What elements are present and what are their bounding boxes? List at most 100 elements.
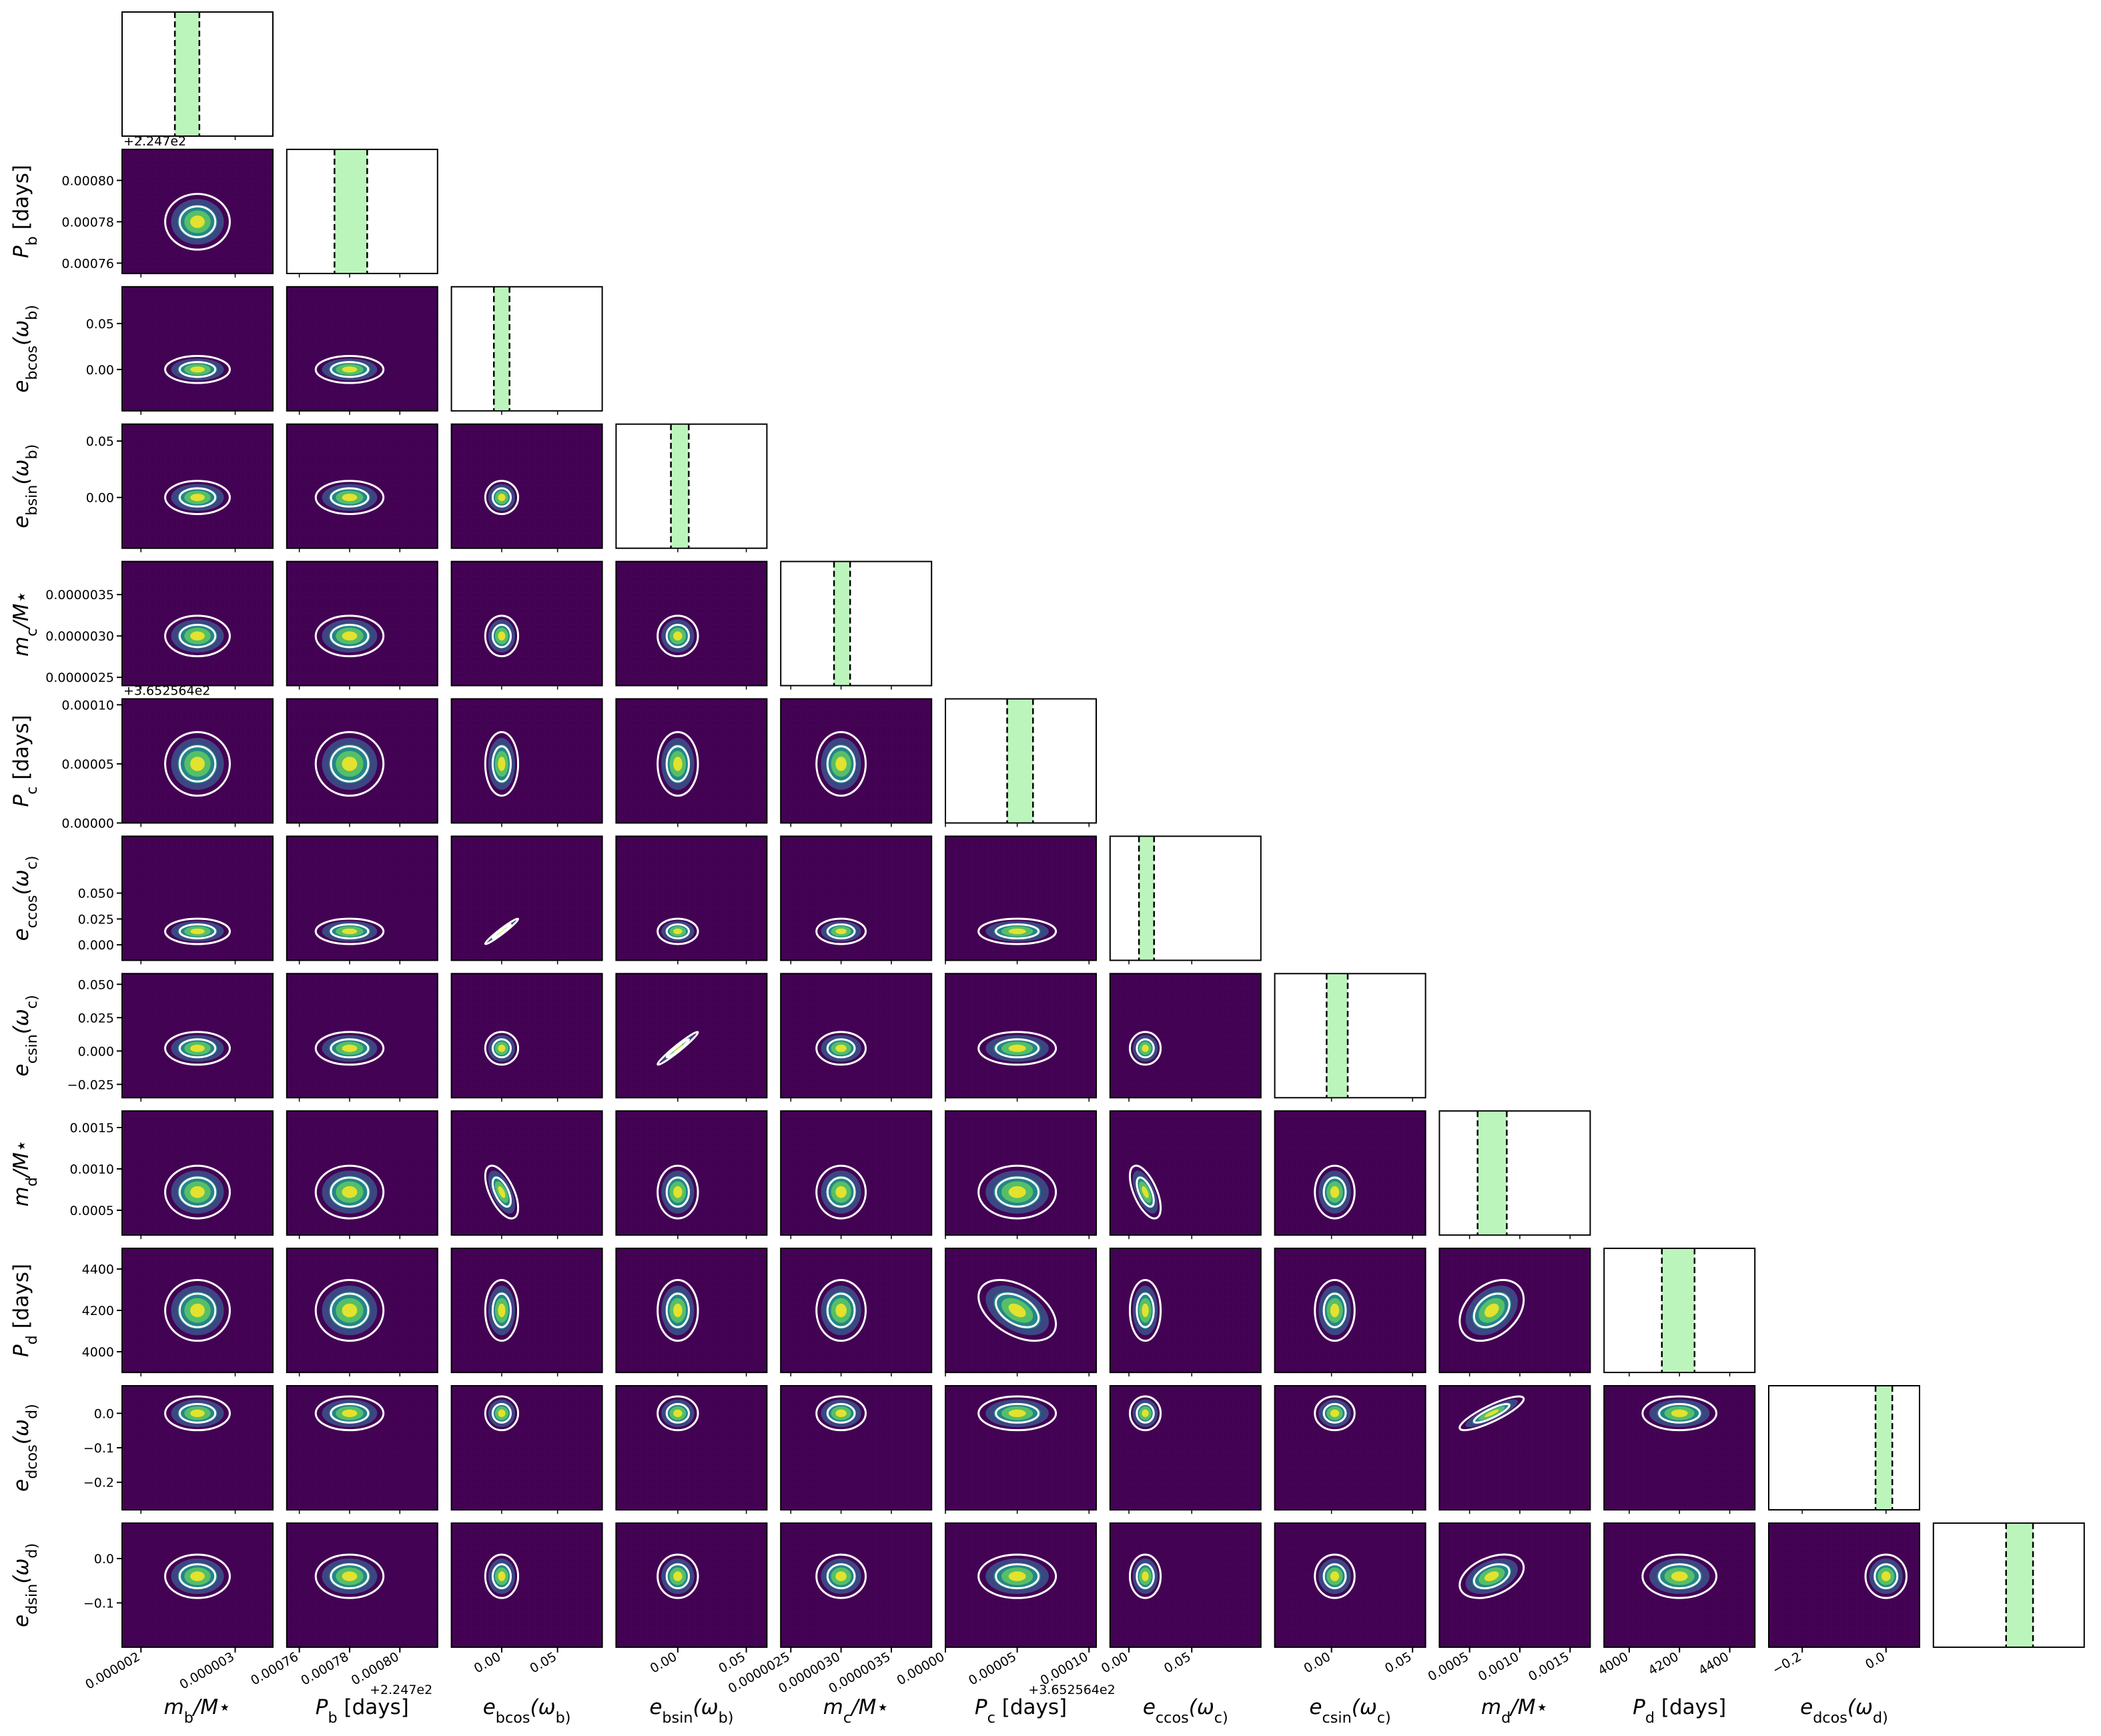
contour-inner (1322, 1292, 1347, 1328)
x-tick-label: 0.0015 (1526, 1649, 1572, 1684)
contour-inner (330, 487, 370, 508)
density-panel-m_c-vs-P_b (286, 560, 438, 690)
y-tick-label: 0.050 (78, 977, 114, 992)
contour-inner (665, 623, 690, 648)
density-panel-P_c-vs-ebcos (450, 698, 603, 827)
density-blob (163, 1553, 232, 1600)
y-tick-label: 0.000 (78, 938, 114, 953)
contour-outer (484, 917, 520, 945)
y-label-m_c: mc​/M⋆ (9, 590, 41, 657)
panel-background (450, 1110, 603, 1236)
density-blob (163, 192, 232, 252)
density-panel-edcos-vs-P_d (1603, 1385, 1756, 1514)
contour-inner (178, 1038, 217, 1059)
hist-panel-eccos (1110, 836, 1262, 965)
contour-outer (657, 1031, 699, 1066)
contour-inner (178, 1563, 217, 1590)
panel-background (450, 1522, 603, 1648)
y-tick-label: 0.00076 (61, 256, 114, 271)
density-panel-m_d-vs-m_c (780, 1110, 933, 1240)
density-blob (314, 355, 386, 384)
hist-panel-P_d (1604, 1248, 1756, 1377)
contour-outer (314, 1031, 385, 1066)
density-blob (163, 355, 232, 384)
x-offset-label-P_c: +3.652564e2 (1028, 1683, 1115, 1697)
density-blob (484, 1553, 520, 1600)
contour-outer (977, 917, 1058, 945)
contour-outer (1314, 1553, 1356, 1599)
contour-outer (164, 1031, 231, 1066)
contour-inner (330, 745, 370, 783)
contour-outer (657, 1164, 699, 1220)
density-blob (656, 917, 699, 945)
contour-outer (164, 1164, 231, 1220)
density-panel-eccos-vs-ebsin (615, 835, 768, 965)
density-blob (976, 1164, 1059, 1220)
density-blob (815, 1395, 867, 1432)
density-blob (484, 730, 520, 798)
hist-panel-ebcos (452, 287, 603, 415)
contour-inner (665, 1292, 690, 1328)
panel-background (286, 698, 438, 824)
density-panel-ebsin-vs-m_b: 0.00 0.05 (86, 423, 274, 552)
density-panel-P_d-vs-ebsin (615, 1248, 768, 1377)
contour-outer (815, 1279, 867, 1342)
density-panel-m_d-vs-P_c (945, 1110, 1097, 1240)
y-tick-label: 0.05 (86, 434, 114, 449)
panel-frame (1274, 973, 1426, 1099)
density-panel-ecsin-vs-m_b: −0.025 0.000 0.025 0.050 (67, 973, 274, 1102)
contour-outer (484, 480, 520, 515)
credible-interval (2006, 1523, 2034, 1647)
x-tick-label: 4400 (1696, 1649, 1731, 1678)
contour-inner (1473, 1402, 1511, 1424)
panel-background (121, 973, 274, 1099)
density-blob (1313, 1553, 1356, 1600)
x-tick-label: 0.00076 (248, 1649, 301, 1688)
contour-inner (995, 1402, 1040, 1424)
contour-outer (657, 1279, 699, 1342)
x-label-eccos: eccos​(ωc)​ (1143, 1695, 1228, 1727)
contour-inner (491, 1176, 512, 1208)
contour-outer (164, 1395, 231, 1432)
y-tick-label: 0.05 (86, 317, 114, 332)
contour-inner (826, 1563, 856, 1590)
y-offset-label-P_c: +3.652564e2 (123, 684, 210, 699)
contour-outer (314, 355, 385, 384)
credible-interval (175, 13, 199, 135)
density-panel-ebsin-vs-ebcos (450, 423, 603, 552)
density-blob (656, 1278, 699, 1343)
contour-inner (491, 1292, 512, 1328)
contour-inner (1322, 1176, 1347, 1208)
x-label-ecsin: ecsin​(ωc)​ (1309, 1695, 1390, 1727)
contour-inner (491, 1402, 512, 1424)
density-blob (656, 614, 699, 658)
density-panel-m_d-vs-P_b (286, 1110, 438, 1240)
contour-outer (1458, 1395, 1525, 1432)
density-blob (484, 917, 520, 945)
density-blob (656, 1031, 699, 1066)
y-tick-label: 0.0 (94, 1552, 114, 1567)
contour-outer (657, 731, 699, 797)
credible-interval (1139, 837, 1154, 960)
density-panel-edcos-vs-m_c (780, 1385, 933, 1514)
x-tick-label: 0.00 (648, 1649, 680, 1676)
contour-outer (314, 614, 385, 658)
y-label-edsin: edsin​(ωd)​ (9, 1543, 41, 1627)
contour-outer (1128, 1031, 1162, 1066)
density-panel-P_d-vs-P_b (286, 1248, 438, 1377)
density-blob (314, 917, 386, 945)
density-blob (1457, 1553, 1526, 1600)
density-panel-edsin-vs-ecsin: 0.00 0.05 (1274, 1522, 1426, 1676)
y-tick-label: 4000 (82, 1345, 114, 1360)
density-blob (656, 1553, 699, 1600)
y-label-eccos: eccos​(ωc)​ (9, 855, 41, 941)
density-blob (1313, 1395, 1356, 1432)
panel-background (121, 423, 274, 549)
y-tick-label: 0.025 (78, 912, 114, 927)
density-panel-eccos-vs-P_c (945, 835, 1097, 965)
panel-background (450, 560, 603, 687)
y-tick-label: 0.0000035 (45, 588, 114, 602)
contour-outer (815, 1164, 867, 1220)
contour-outer (815, 1395, 867, 1432)
